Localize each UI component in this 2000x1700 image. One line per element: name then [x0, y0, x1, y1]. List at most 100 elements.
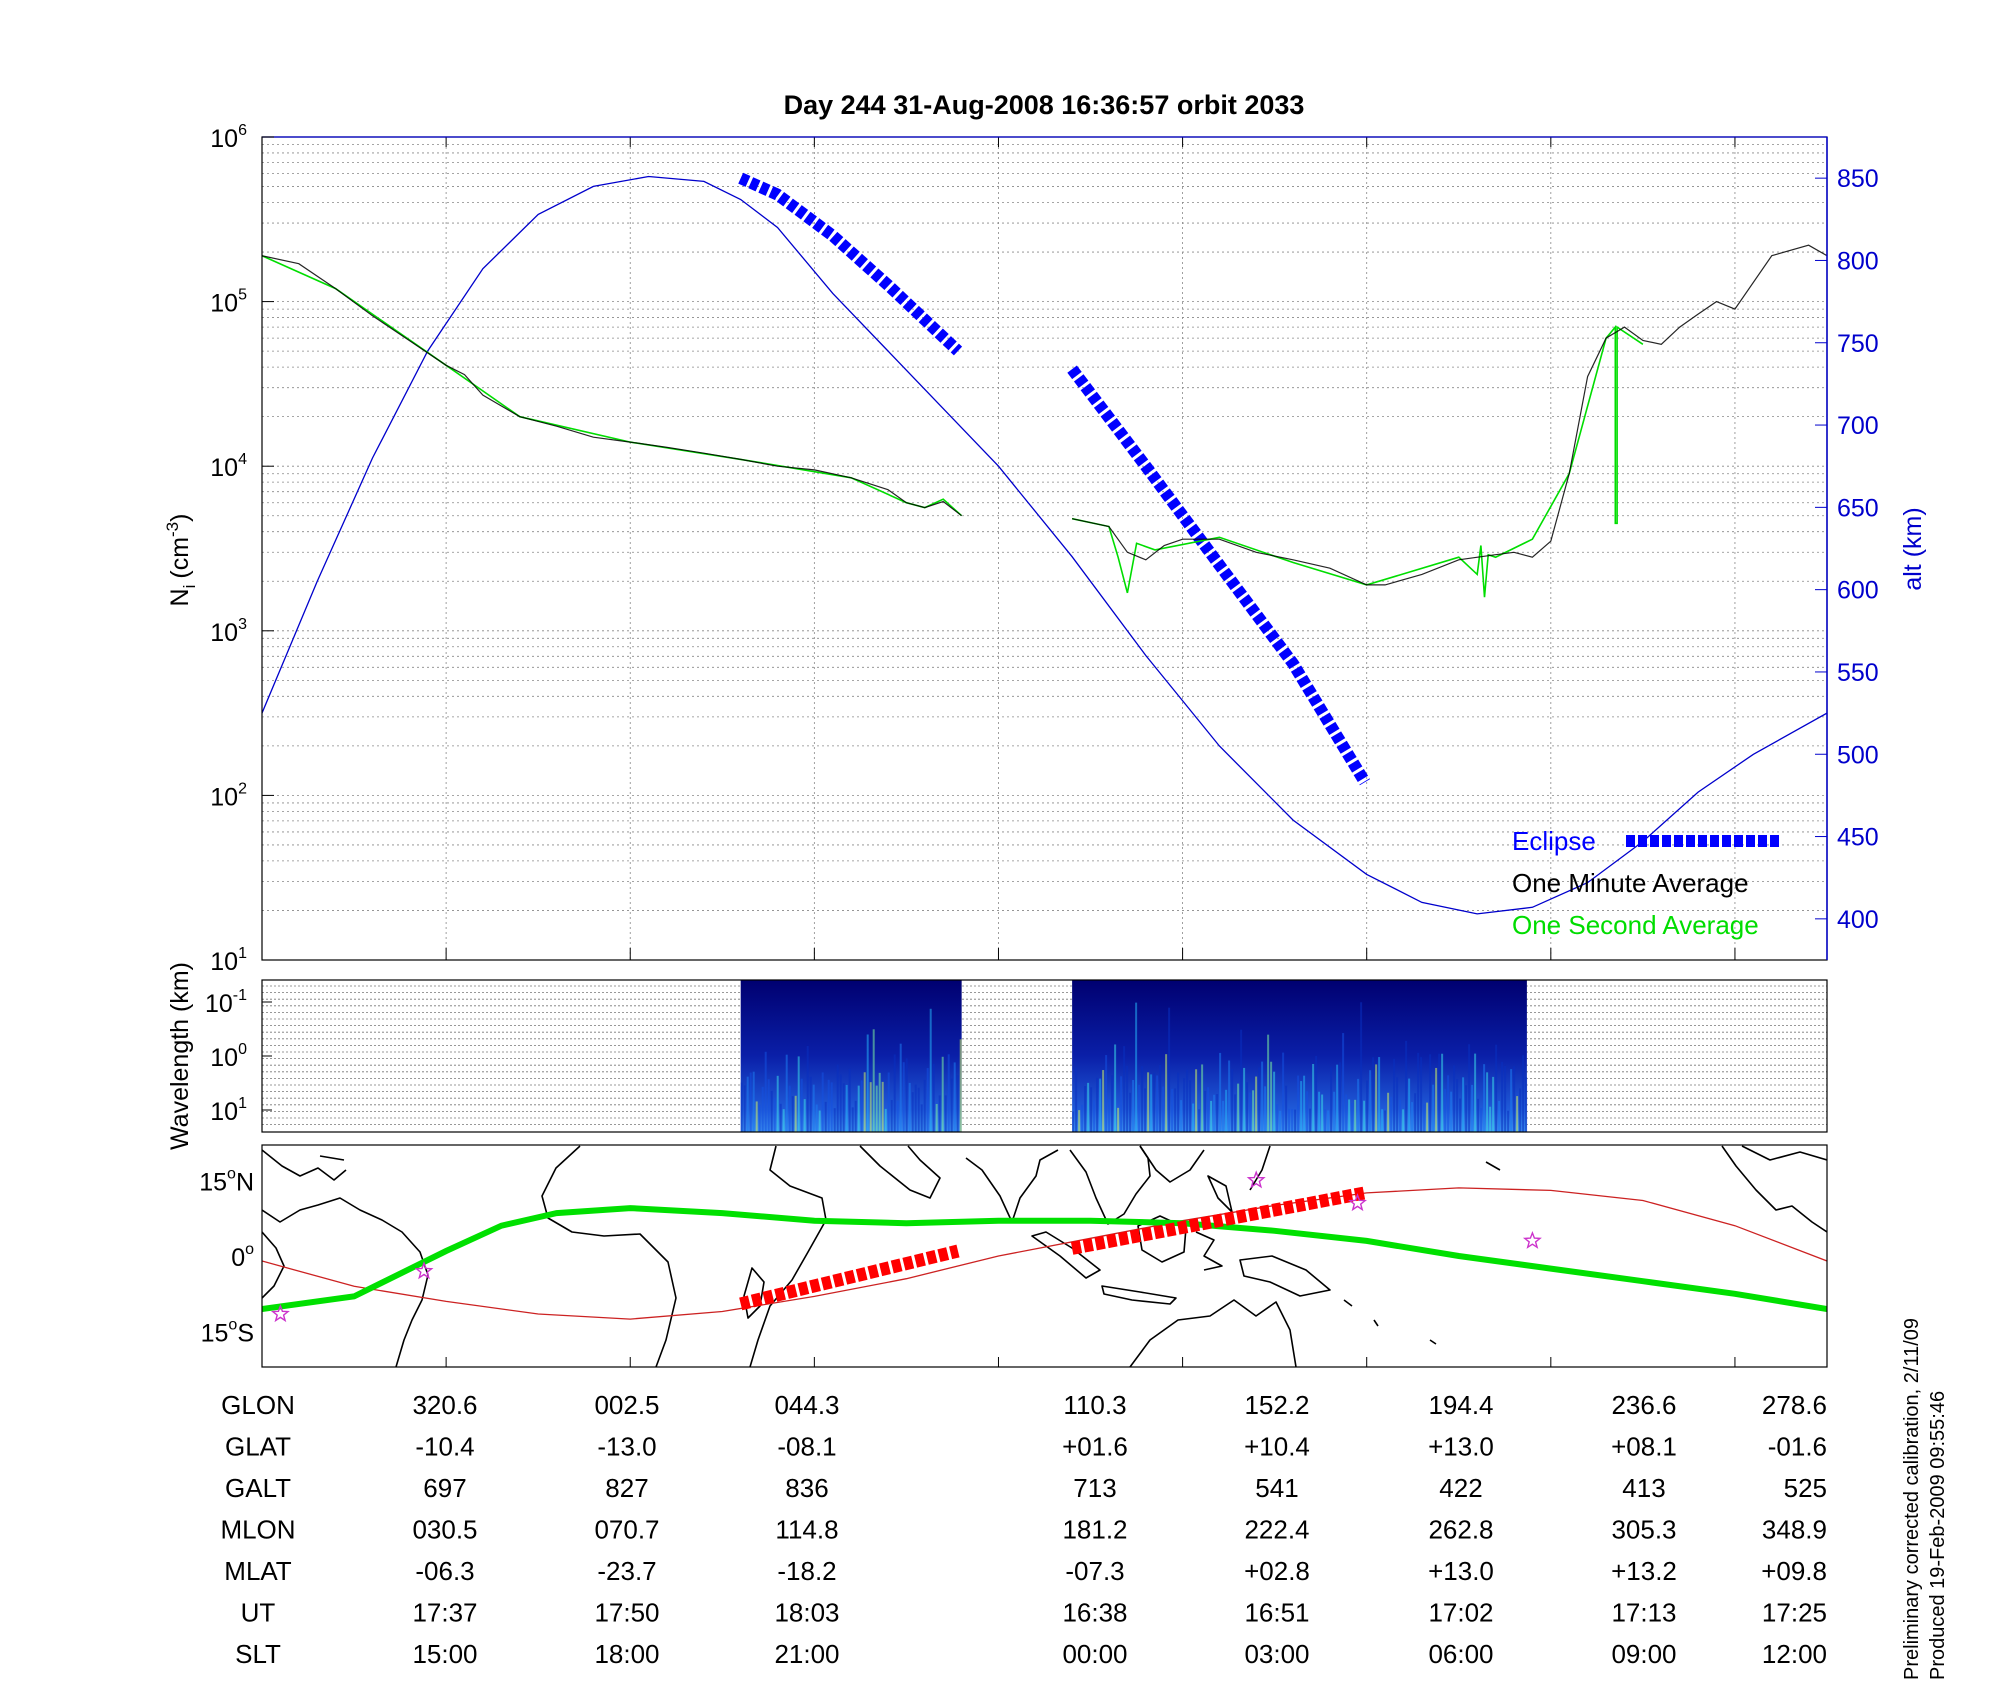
spectrogram-column: [1162, 1086, 1165, 1132]
spectrogram-column: [779, 1103, 782, 1132]
spectrogram-column: [782, 1109, 785, 1132]
table-cell: +08.1: [1611, 1432, 1677, 1462]
spectrogram-column: [1477, 1098, 1480, 1132]
spectrogram-y-tick-label-exp: -1: [233, 987, 247, 1004]
density-y-tick-label-exp: 5: [238, 287, 247, 304]
spectrogram-column: [1201, 1064, 1204, 1132]
altitude-y-tick-label: 600: [1837, 577, 1879, 605]
spectrogram-y-tick-label-base: 10: [205, 990, 233, 1018]
altitude-y-tick-label: 700: [1837, 412, 1879, 440]
spectrogram-column: [1198, 1109, 1201, 1132]
spectrogram-column: [1279, 1110, 1282, 1132]
spectrogram-column: [935, 1103, 938, 1132]
spectrogram-column: [800, 1078, 803, 1132]
table-cell: 16:51: [1244, 1598, 1309, 1628]
spectrogram-column: [1327, 1110, 1330, 1132]
spectrogram-column: [773, 1097, 776, 1132]
density-y-label-unit: (cm: [166, 537, 194, 579]
spectrogram-column: [1498, 1100, 1501, 1132]
density-y-tick-label: 105: [210, 287, 247, 318]
spectrogram-segments: [740, 980, 1528, 1132]
altitude-y-label: alt (km): [1899, 507, 1927, 590]
spectrogram-column: [947, 1054, 950, 1132]
spectrogram-column: [914, 1084, 917, 1132]
spectrogram-column: [1471, 1084, 1474, 1132]
spectrogram-column: [1285, 1085, 1288, 1132]
coast-south-america: [262, 1197, 429, 1367]
spectrogram-column: [1387, 1092, 1390, 1132]
spectrogram-column: [1339, 1062, 1342, 1132]
spectrogram-column: [842, 1083, 845, 1132]
spectrogram-column: [1393, 1058, 1396, 1132]
spectrogram-column: [932, 1063, 935, 1132]
density-y-tick-label-exp: 6: [238, 122, 247, 139]
spectrogram-column: [824, 1101, 827, 1132]
spectrogram-column: [1156, 1075, 1159, 1132]
table-cell: -13.0: [597, 1432, 656, 1462]
spectrogram-column: [1444, 1088, 1447, 1132]
spectrogram-column: [752, 1071, 755, 1132]
spectrogram-column: [953, 1062, 956, 1132]
spectrogram-column: [1075, 1067, 1078, 1132]
spectrogram-column: [896, 1100, 899, 1132]
spectrogram-column: [887, 1072, 890, 1132]
coast-china: [1139, 1145, 1205, 1183]
map-y-tick-degrees: 0: [231, 1244, 245, 1272]
spectrogram-column: [1261, 1061, 1264, 1132]
spectrogram-y-tick-label-exp: 0: [238, 1041, 247, 1058]
spectrogram-column: [1114, 1044, 1117, 1132]
map-y-tick-label: 15oN: [199, 1165, 254, 1196]
density-y-label-subscript: i: [180, 585, 199, 589]
map-y-tick-hemisphere: N: [236, 1168, 254, 1196]
spectrogram-column: [1501, 1061, 1504, 1132]
density-y-tick-label-exp: 1: [238, 945, 247, 962]
table-cell: 181.2: [1062, 1515, 1127, 1545]
eclipse-map-segment: [739, 1244, 960, 1311]
one-minute-average-series: [262, 244, 1827, 586]
spectrogram-column: [1468, 1044, 1471, 1132]
table-cell: 00:00: [1062, 1639, 1127, 1669]
legend-one-second-average: One Second Average: [1512, 910, 1759, 940]
table-cell: 541: [1255, 1473, 1298, 1503]
table-cell: 18:03: [774, 1598, 839, 1628]
table-cell: 236.6: [1611, 1390, 1676, 1420]
spectrogram-column: [1303, 1075, 1306, 1132]
coast-java: [1101, 1285, 1177, 1305]
spectrogram-column: [1210, 1100, 1213, 1132]
spectrogram-column: [1435, 1067, 1438, 1132]
spectrogram-column: [1147, 1072, 1150, 1132]
table-cell: -10.4: [415, 1432, 474, 1462]
coast-japan: [1249, 1145, 1271, 1191]
table-row-label: MLON: [220, 1515, 295, 1545]
spectrogram-column: [1126, 1065, 1129, 1132]
spectrogram-column: [1102, 1070, 1105, 1132]
spectrogram-column: [1258, 1067, 1261, 1132]
map-y-tick-label: 15oS: [201, 1317, 254, 1348]
spectrogram-column: [845, 1084, 848, 1132]
coast-east-africa: [749, 1145, 827, 1367]
table-cell: -06.3: [415, 1556, 474, 1586]
spectrogram-column: [1447, 1075, 1450, 1132]
spectrogram-column: [1405, 1040, 1408, 1132]
spectrogram-column: [854, 1100, 857, 1132]
altitude-y-tick-label: 800: [1837, 247, 1879, 275]
coast-sumatra: [1031, 1231, 1101, 1279]
spectrogram-column: [815, 1104, 818, 1132]
table-cell: 422: [1439, 1473, 1482, 1503]
spectrogram-column: [1240, 1029, 1243, 1132]
table-cell: 18:00: [594, 1639, 659, 1669]
spectrogram-column: [1165, 1054, 1168, 1132]
spectrogram-column: [1090, 1087, 1093, 1132]
table-cell: 525: [1784, 1473, 1827, 1503]
coast-west-africa: [541, 1145, 677, 1367]
spectrogram-column: [1345, 1094, 1348, 1132]
magnetic-equator-line: [262, 1187, 1827, 1320]
spectrogram-column: [1354, 1099, 1357, 1132]
table-cell: 17:25: [1762, 1598, 1827, 1628]
table-cell: -07.3: [1065, 1556, 1124, 1586]
spectrogram-column: [755, 1101, 758, 1132]
spectrogram-column: [1264, 1086, 1267, 1132]
